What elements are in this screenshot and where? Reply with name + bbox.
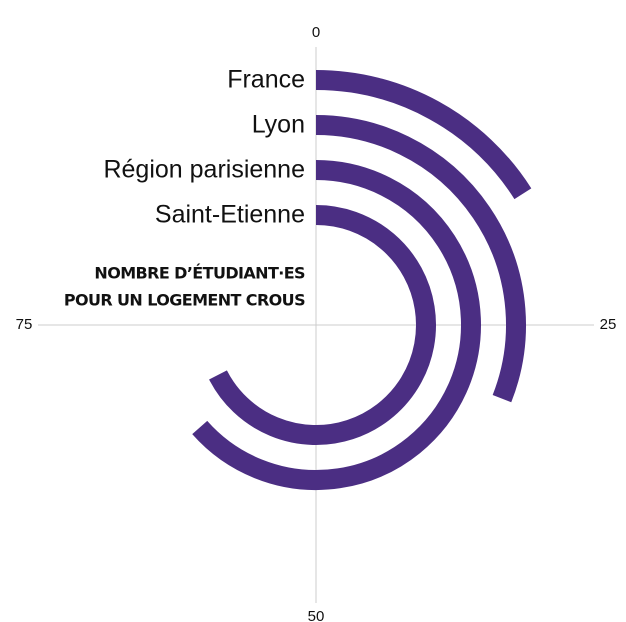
chart-title: NOMBRE D’ÉTUDIANT·ES (94, 264, 305, 283)
chart-title: POUR UN LOGEMENT CROUS (64, 291, 305, 310)
tick-label: 0 (312, 24, 320, 41)
arc-bar (315, 115, 526, 403)
arc-bar (192, 160, 481, 490)
tick-label: 50 (308, 608, 325, 622)
category-label: Région parisienne (103, 156, 305, 184)
category-label: France (227, 66, 305, 94)
arc-bar (315, 70, 532, 200)
category-label: Saint-Etienne (155, 201, 305, 229)
arc-bar (209, 205, 436, 445)
tick-label: 25 (600, 316, 617, 333)
category-label: Lyon (252, 111, 305, 139)
tick-label: 75 (16, 316, 33, 333)
